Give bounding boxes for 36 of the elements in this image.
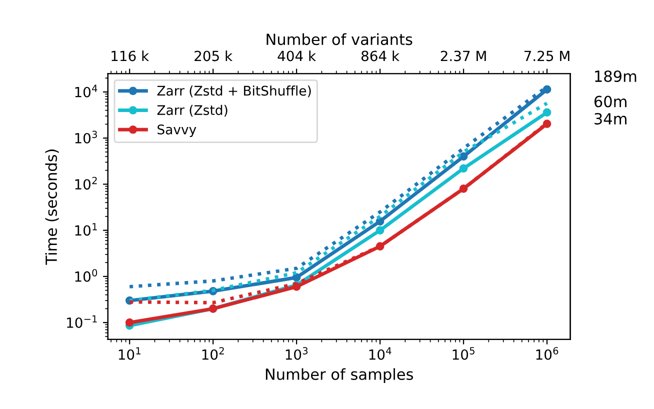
point bbox=[376, 226, 384, 234]
x2-axis-title: Number of variants bbox=[266, 33, 412, 46]
point bbox=[292, 273, 301, 282]
y-tick-label: 10$^{−1}$ bbox=[67, 315, 97, 328]
text: 60m bbox=[594, 96, 626, 108]
y-axis-title: Time (seconds) bbox=[45, 150, 59, 265]
x-axis-title: Number of samples bbox=[266, 368, 414, 383]
text: 189m bbox=[595, 70, 636, 82]
point bbox=[459, 164, 468, 173]
x-tick-label: 10$^{5}$ bbox=[452, 347, 474, 360]
text: 34m bbox=[594, 113, 626, 125]
point bbox=[542, 120, 552, 128]
legend-label: Savvy bbox=[158, 124, 196, 137]
x-tick-label: 10$^{1}$ bbox=[118, 347, 140, 360]
legend-label: Zarr (Zstd + BitShuffle) bbox=[157, 85, 311, 98]
annotation: 864 k bbox=[362, 50, 400, 62]
x-tick-label: 10$^{4}$ bbox=[369, 347, 392, 360]
annotation: 205 k bbox=[194, 50, 233, 62]
point bbox=[376, 217, 384, 226]
point bbox=[459, 152, 468, 161]
x-tick-label: 10$^{3}$ bbox=[286, 347, 308, 360]
point bbox=[542, 85, 552, 94]
y-tick-label: 10$^{2}$ bbox=[75, 176, 97, 190]
point bbox=[542, 108, 552, 117]
y-tick-label: 10$^{1}$ bbox=[75, 223, 97, 236]
annotation: 404 k bbox=[278, 50, 316, 62]
annotation: 7.25 M bbox=[524, 50, 570, 62]
annotation: 116 k bbox=[112, 50, 150, 62]
y-tick-label: 10$^{4}$ bbox=[75, 84, 98, 98]
x-tick-label: 10$^{2}$ bbox=[202, 347, 224, 360]
y-tick-label: 10$^{0}$ bbox=[75, 269, 98, 282]
legend-label: Zarr (Zstd) bbox=[157, 104, 228, 117]
point bbox=[125, 318, 134, 327]
x-tick-label: 10$^{6}$ bbox=[536, 347, 558, 360]
y-tick-label: 10$^{3}$ bbox=[75, 130, 97, 144]
annotation: 2.37 M bbox=[440, 50, 486, 62]
